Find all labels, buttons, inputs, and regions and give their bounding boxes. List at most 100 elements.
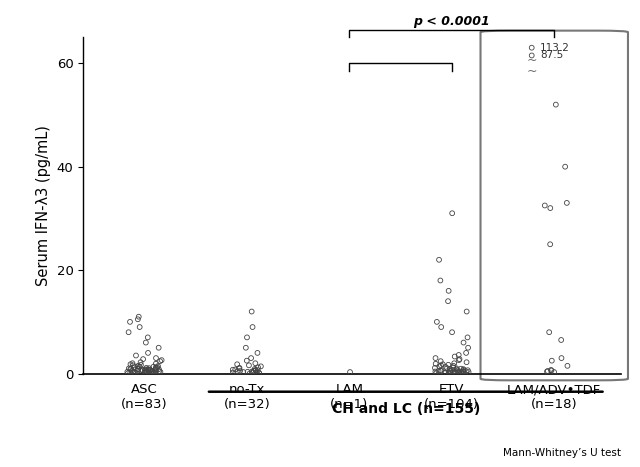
Point [444, 287, 454, 295]
Point [244, 361, 254, 369]
Point [456, 365, 466, 372]
Point [439, 369, 449, 377]
Point [132, 368, 143, 375]
Point [563, 362, 573, 369]
Point [145, 367, 156, 374]
Point [527, 44, 537, 51]
Point [150, 364, 161, 371]
Point [252, 369, 262, 376]
Point [134, 313, 144, 320]
Point [527, 52, 537, 59]
Point [150, 366, 161, 373]
Point [463, 368, 474, 376]
Point [141, 367, 151, 375]
Point [454, 355, 465, 363]
Point [128, 368, 138, 376]
Point [447, 369, 458, 376]
Point [126, 365, 136, 372]
Point [454, 368, 464, 375]
Point [445, 369, 455, 376]
Point [144, 364, 154, 372]
Point [243, 368, 253, 375]
Point [447, 366, 457, 374]
Point [125, 368, 136, 376]
Point [230, 366, 241, 373]
Point [438, 361, 448, 368]
Point [246, 354, 256, 362]
Point [141, 339, 151, 347]
Point [436, 323, 446, 331]
Point [547, 367, 557, 374]
Point [152, 363, 162, 371]
Point [241, 344, 251, 352]
Point [458, 367, 468, 375]
Point [445, 367, 455, 375]
Point [129, 369, 140, 376]
Point [444, 361, 454, 368]
Point [133, 365, 143, 373]
Point [134, 323, 145, 331]
Point [250, 360, 260, 367]
Point [147, 367, 157, 375]
Point [447, 328, 457, 336]
Text: p < 0.0001: p < 0.0001 [413, 15, 490, 28]
Point [542, 368, 552, 375]
Point [456, 368, 467, 376]
Point [146, 368, 156, 376]
Point [153, 362, 163, 370]
Y-axis label: Serum IFN-λ3 (pg/mL): Serum IFN-λ3 (pg/mL) [36, 125, 51, 286]
Point [140, 368, 150, 375]
Point [461, 349, 471, 357]
Point [436, 361, 446, 369]
Point [141, 364, 152, 372]
Text: 87.5: 87.5 [540, 50, 563, 60]
Point [143, 366, 154, 374]
Point [232, 368, 243, 375]
Point [442, 364, 452, 372]
Point [458, 339, 468, 347]
Point [232, 361, 243, 368]
Point [228, 369, 238, 376]
Point [136, 361, 146, 368]
Point [149, 369, 159, 377]
Point [556, 354, 566, 362]
Point [453, 368, 463, 376]
Point [143, 349, 153, 357]
Point [155, 357, 165, 365]
Point [556, 336, 566, 344]
Point [140, 369, 150, 376]
Point [435, 362, 445, 370]
Point [125, 318, 135, 325]
Point [128, 361, 138, 369]
Point [448, 364, 458, 371]
Point [545, 241, 556, 248]
Point [256, 362, 266, 370]
Point [144, 369, 154, 377]
Point [549, 368, 559, 376]
Point [461, 359, 472, 366]
Point [451, 369, 461, 376]
Point [154, 344, 164, 352]
Point [248, 367, 259, 375]
Point [547, 357, 557, 364]
Point [145, 366, 155, 374]
Point [463, 367, 473, 374]
Point [246, 308, 257, 315]
Point [433, 368, 444, 375]
Point [148, 363, 159, 370]
Point [134, 363, 145, 371]
Point [430, 364, 440, 372]
Point [251, 367, 261, 374]
Point [140, 366, 150, 374]
Point [132, 362, 143, 370]
Point [252, 349, 262, 357]
Point [461, 368, 471, 375]
Point [454, 351, 464, 359]
Text: CH and LC (n=155): CH and LC (n=155) [332, 402, 480, 416]
Point [544, 328, 554, 336]
Point [440, 369, 450, 376]
Point [562, 199, 572, 206]
Point [248, 323, 258, 331]
Point [137, 366, 147, 374]
Point [450, 368, 460, 375]
